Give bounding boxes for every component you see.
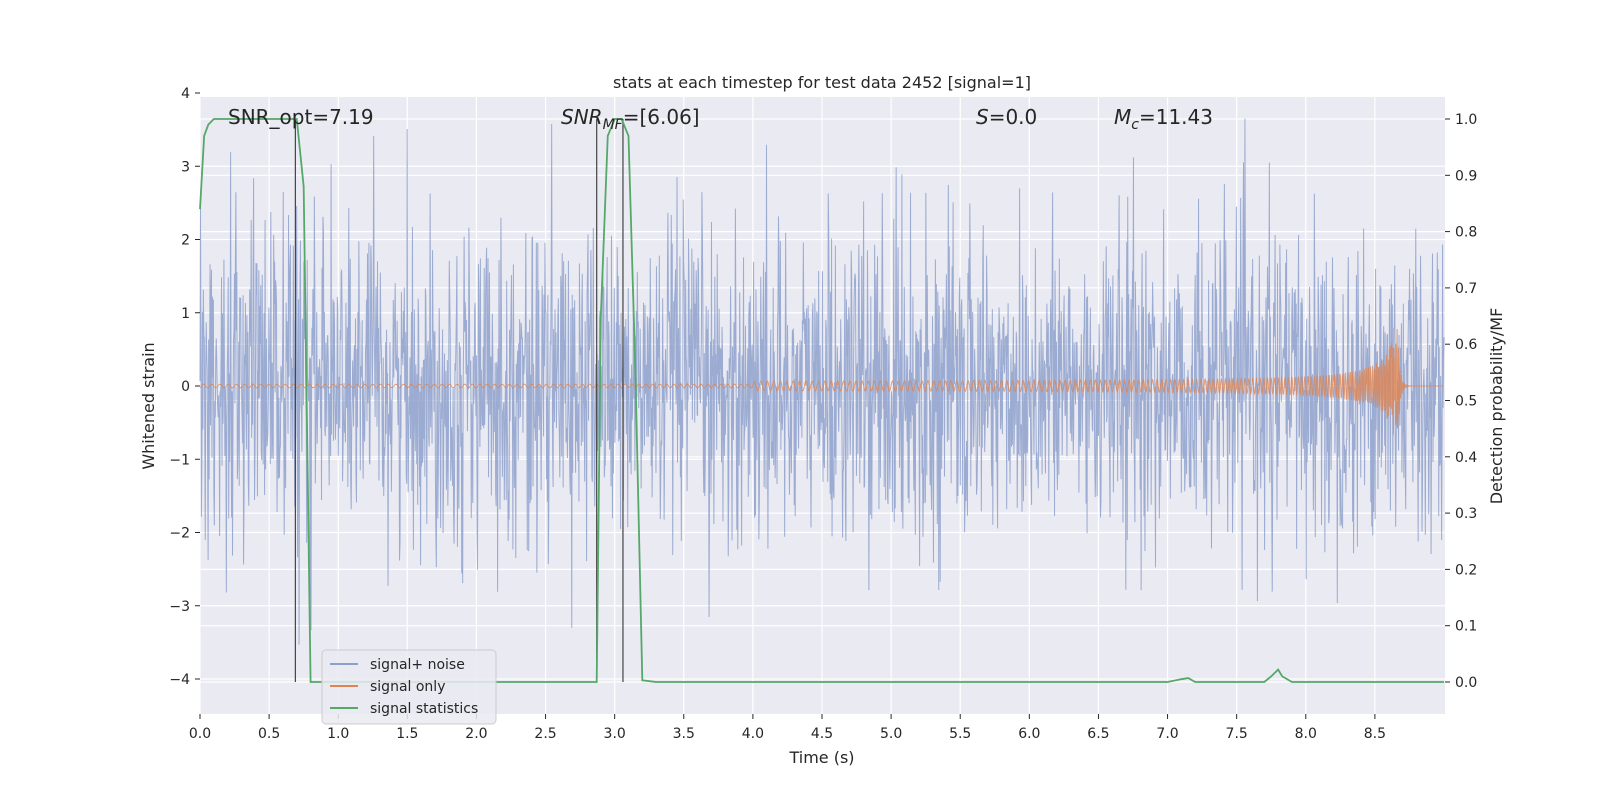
x-tick-label: 8.0 [1295,726,1317,742]
x-tick-label: 4.5 [811,726,833,742]
y-right-tick-label: 0.1 [1455,619,1477,635]
x-tick-label: 0.5 [258,726,280,742]
y-tick-label: 2 [181,233,190,249]
x-tick-label: 5.5 [949,726,971,742]
legend: signal+ noise signal only signal statist… [321,649,497,725]
annotation-snr-mf-sub: MF [603,117,624,133]
annotation-snr-mf-value: =[6.06] [623,105,700,129]
y-tick-label: −3 [169,599,190,615]
x-tick-label: 1.0 [327,726,349,742]
y-right-axis-ticks: 1.0 0.9 0.8 0.7 0.6 0.5 0.4 0.3 0.2 0.1 0.0 [1445,112,1477,691]
annotation-snr-mf-base: SNR [561,105,603,129]
series-signal-noise [199,118,1445,645]
y-right-tick-label: 0.4 [1455,450,1477,466]
y-tick-label: 4 [181,86,190,102]
y-right-tick-label: 0.3 [1455,506,1477,522]
x-axis-ticks: 0.0 0.5 1.0 1.5 2.0 2.5 3.0 3.5 4.0 4.5 5.0 5.5 6.0 6… [189,714,1386,742]
legend-label-signal-statistics: signal statistics [370,701,478,717]
y-tick-label: −2 [169,526,190,542]
x-tick-label: 4.0 [742,726,764,742]
y-right-tick-label: 0.0 [1455,675,1477,691]
y-right-tick-label: 0.9 [1455,168,1477,184]
x-tick-label: 8.5 [1364,726,1386,742]
legend-label-signal-noise: signal+ noise [370,657,465,673]
x-tick-label: 7.0 [1156,726,1178,742]
annotation-s-var: S [976,105,989,129]
legend-box [321,649,497,725]
annotation-snr-opt: SNR_opt=7.19 [228,105,374,129]
x-axis-label: Time (s) [788,748,854,767]
signal-only-line [199,329,1444,435]
y-axis-ticks: 4 3 2 1 0 −1 −2 −3 −4 [169,86,200,688]
annotation-mc-base: M [1114,105,1131,129]
x-tick-label: 3.0 [604,726,626,742]
x-tick-label: 1.5 [396,726,418,742]
x-tick-label: 5.0 [880,726,902,742]
chart-title: stats at each timestep for test data 245… [613,73,1031,92]
y-right-tick-label: 1.0 [1455,112,1477,128]
x-tick-label: 3.5 [673,726,695,742]
signal-statistics-line [199,118,1444,683]
legend-label-signal-only: signal only [370,679,445,695]
y-tick-label: 1 [181,306,190,322]
annotation-s-value: =0.0 [989,105,1038,129]
y-right-tick-label: 0.8 [1455,225,1477,241]
y-right-tick-label: 0.2 [1455,562,1477,578]
annotation-snr-mf: SNRMF=[6.06] [561,105,700,133]
x-tick-label: 7.5 [1226,726,1248,742]
y-right-tick-label: 0.7 [1455,281,1477,297]
y-tick-label: 3 [181,159,190,175]
vertical-markers [294,119,624,682]
signal-noise-line [199,118,1445,645]
annotation-mc-sub: c [1131,117,1139,133]
y-right-tick-label: 0.6 [1455,337,1477,353]
x-tick-label: 6.5 [1087,726,1109,742]
series-signal-statistics [199,118,1444,683]
y-tick-label: −1 [169,452,190,468]
x-tick-label: 6.0 [1018,726,1040,742]
annotation-s: S=0.0 [976,105,1037,129]
y-tick-label: 0 [181,379,190,395]
annotation-mc-value: =11.43 [1139,105,1213,129]
y-tick-label: −4 [169,672,190,688]
y-axis-label: Whitened strain [139,342,158,469]
y-right-tick-label: 0.5 [1455,394,1477,410]
y-right-axis-label: Detection probability/MF [1487,308,1506,505]
x-tick-label: 2.0 [465,726,487,742]
series-signal-only [199,329,1444,435]
x-tick-label: 2.5 [534,726,556,742]
annotation-mc: Mc=11.43 [1114,105,1213,133]
x-tick-label: 0.0 [189,726,211,742]
